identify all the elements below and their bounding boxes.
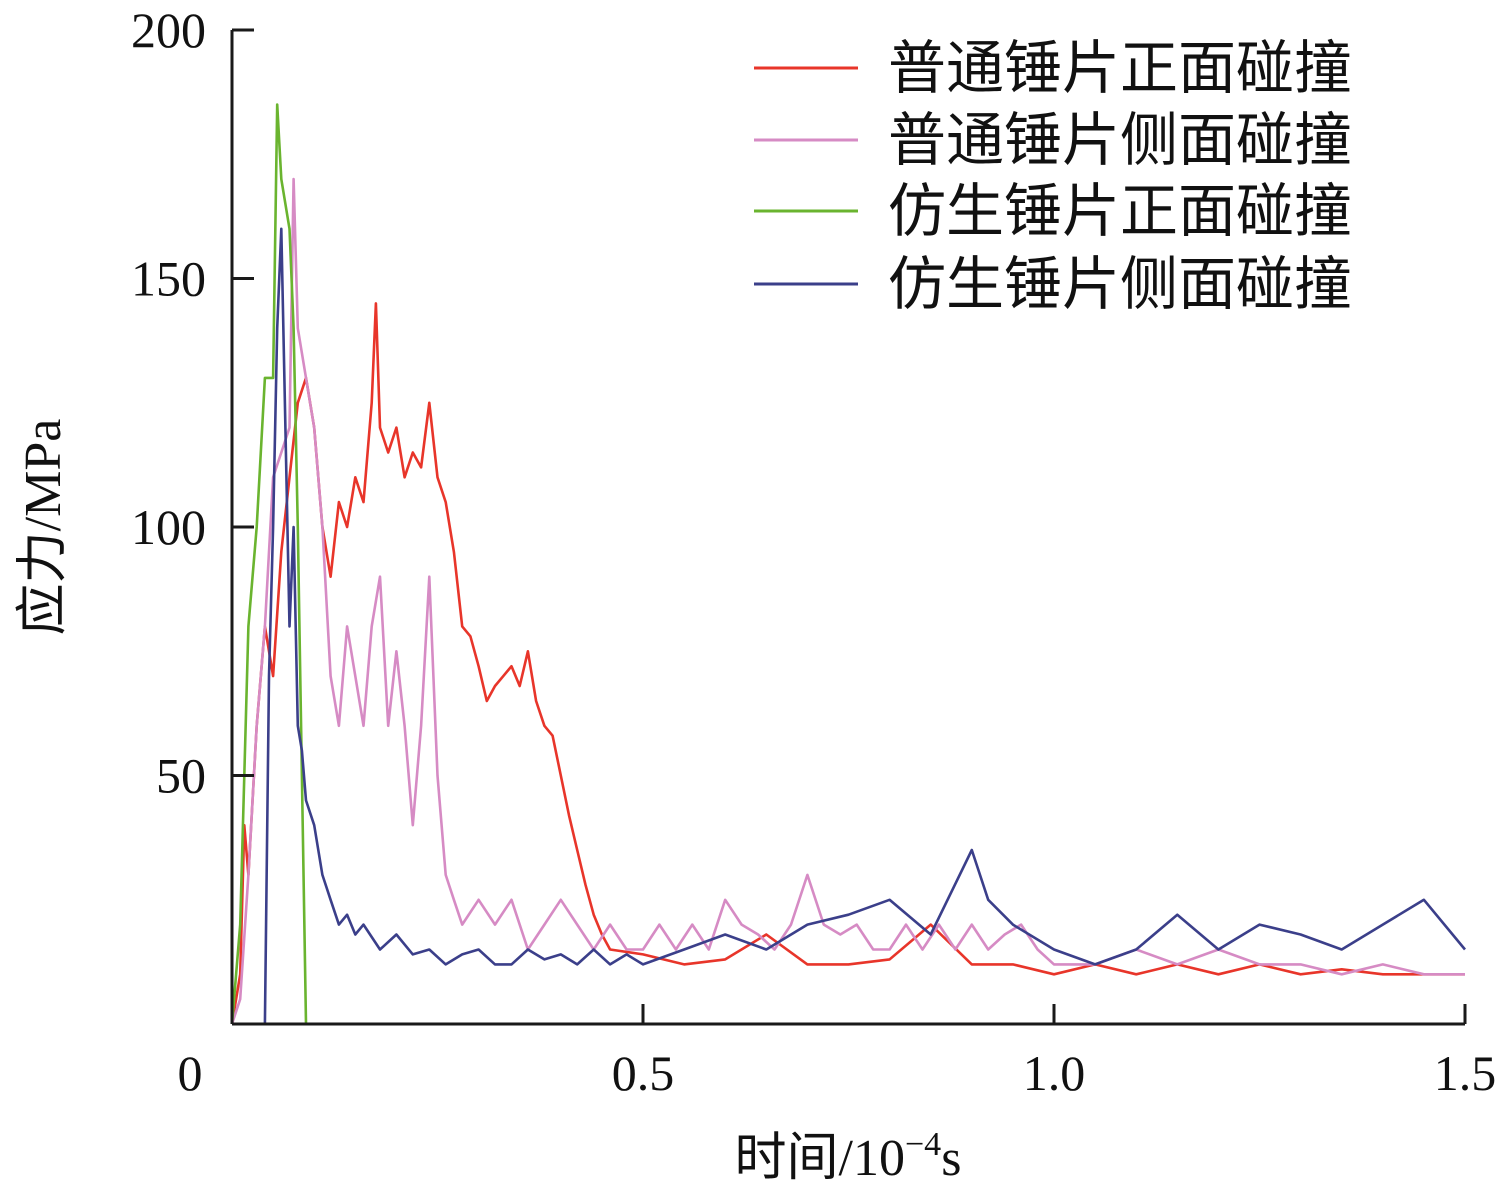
x-axis-title-exponent: −4 (905, 1126, 941, 1163)
series-line-2 (230, 177, 1465, 1025)
series-line-3 (230, 103, 1465, 1026)
y-tick-label: 150 (131, 251, 206, 307)
y-tick-label: 100 (131, 499, 206, 555)
y-tick-label: 50 (156, 748, 206, 804)
x-tick-label: 0 (178, 1045, 203, 1101)
x-axis-title-suffix: s (941, 1130, 961, 1187)
y-axis-ticks: 50 100 150 200 (131, 2, 254, 804)
x-tick-label: 1.5 (1434, 1045, 1497, 1101)
x-tick-label: 0.5 (612, 1045, 675, 1101)
x-axis-title-prefix: 时间/10 (735, 1130, 905, 1187)
series-line-4 (232, 227, 1467, 1026)
x-axis-ticks: 0 0.5 1.0 1.5 (178, 1004, 1497, 1101)
y-axis-title: 应力/MPa (15, 419, 72, 636)
legend-label: 仿生锤片正面碰撞 (888, 179, 1352, 244)
legend-label: 普通锤片正面碰撞 (888, 36, 1352, 101)
legend-label: 仿生锤片侧面碰撞 (888, 252, 1352, 317)
x-tick-label: 1.0 (1023, 1045, 1086, 1101)
legend-label: 普通锤片侧面碰撞 (888, 108, 1352, 173)
x-axis-title: 时间/10−4s (735, 1126, 962, 1187)
series-layer (230, 103, 1467, 1026)
y-tick-label: 200 (131, 2, 206, 58)
